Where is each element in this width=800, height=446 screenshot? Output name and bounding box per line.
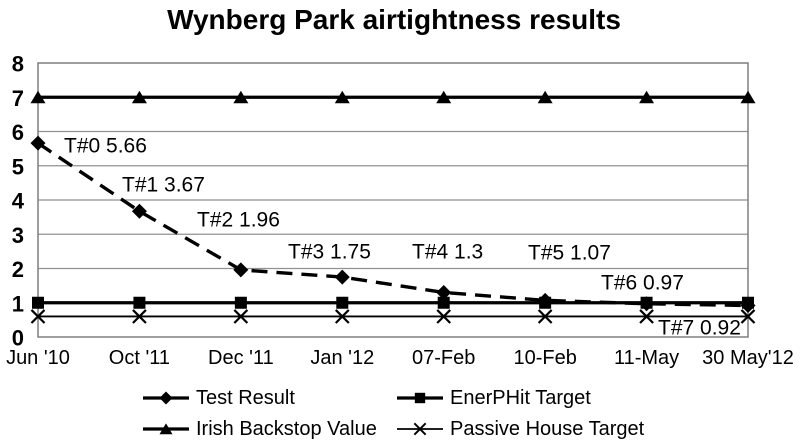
x-axis-tick-label: Jan '12	[310, 347, 374, 369]
legend-label-passive-house-target: Passive House Target	[450, 417, 645, 440]
x-marker-icon	[132, 309, 147, 324]
x-axis-tick-label: Jun '10	[6, 347, 70, 369]
x-axis-tick-label: 11-May	[614, 347, 679, 369]
diamond-marker-icon	[30, 135, 46, 151]
x-marker-icon	[740, 309, 756, 324]
x-marker-icon	[413, 422, 427, 436]
triangle-marker-icon	[131, 90, 147, 104]
y-axis-tick-label: 6	[12, 120, 24, 145]
legend-item-test-result: Test Result	[143, 387, 295, 409]
x-axis-tick-label: 30 May'12	[702, 347, 794, 369]
chart-title: Wynberg Park airtightness results	[167, 4, 621, 35]
x-axis-tick-label: Oct '11	[109, 347, 170, 369]
legend-label-enerphit-target: EnerPHit Target	[450, 386, 591, 409]
y-axis-tick-label: 1	[12, 291, 24, 316]
diamond-marker-icon	[334, 269, 350, 285]
triangle-marker-icon	[436, 90, 452, 104]
x-marker-icon	[537, 309, 553, 324]
square-marker-icon	[234, 296, 247, 309]
point-label: T#6 0.97	[601, 272, 684, 295]
square-marker-icon	[437, 296, 450, 309]
y-axis-tick-label: 2	[12, 257, 24, 282]
y-axis-tick-label: 4	[12, 189, 25, 214]
legend-x-icon	[397, 422, 443, 436]
square-marker-icon	[640, 296, 653, 309]
point-label: T#7 0.92	[658, 317, 741, 340]
x-axis-tick-label: 07-Feb	[412, 347, 475, 369]
diamond-marker-icon	[436, 284, 452, 300]
legend-item-irish-backstop-value: Irish Backstop Value	[143, 418, 377, 440]
x-axis-tick-label: Dec '11	[208, 347, 274, 369]
triangle-marker-icon	[233, 90, 249, 104]
triangle-marker-icon	[30, 90, 46, 104]
x-marker-icon	[639, 309, 654, 324]
square-marker-icon	[414, 392, 426, 404]
legend-diamond-icon	[143, 391, 189, 405]
x-axis-tick-label: 10-Feb	[513, 347, 576, 369]
triangle-marker-icon	[334, 90, 350, 104]
diamond-marker-icon	[233, 262, 249, 278]
triangle-marker-icon	[639, 90, 655, 104]
point-label: T#2 1.96	[197, 209, 280, 232]
y-axis-tick-label: 3	[12, 223, 24, 248]
legend-label-test-result: Test Result	[196, 386, 295, 409]
point-label: T#5 1.07	[528, 242, 611, 265]
x-marker-icon	[334, 309, 350, 324]
point-label: T#3 1.75	[288, 241, 371, 264]
y-axis-tick-label: 8	[12, 52, 24, 77]
plot-border	[37, 62, 749, 338]
legend-label-irish-backstop-value: Irish Backstop Value	[196, 417, 377, 440]
triangle-marker-icon	[159, 423, 173, 435]
square-marker-icon	[742, 296, 754, 309]
y-axis-tick-label: 0	[12, 326, 24, 351]
legend-item-passive-house-target: Passive House Target	[397, 418, 644, 440]
legend-triangle-icon	[143, 423, 189, 435]
diamond-marker-icon	[131, 203, 147, 219]
legend-square-icon	[397, 392, 443, 404]
square-marker-icon	[32, 296, 44, 309]
x-marker-icon	[30, 309, 46, 324]
point-label: T#0 5.66	[64, 135, 147, 158]
triangle-marker-icon	[537, 90, 553, 104]
y-axis-tick-label: 5	[12, 154, 24, 179]
legend-item-enerphit-target: EnerPHit Target	[397, 387, 591, 409]
square-marker-icon	[336, 296, 349, 309]
y-axis-tick-label: 7	[12, 86, 24, 111]
point-label: T#4 1.3	[412, 241, 483, 264]
point-label: T#1 3.67	[122, 174, 205, 197]
square-marker-icon	[539, 296, 552, 309]
x-marker-icon	[436, 309, 452, 324]
diamond-marker-icon	[159, 391, 173, 405]
x-marker-icon	[233, 309, 249, 324]
triangle-marker-icon	[740, 90, 756, 104]
square-marker-icon	[133, 296, 146, 309]
